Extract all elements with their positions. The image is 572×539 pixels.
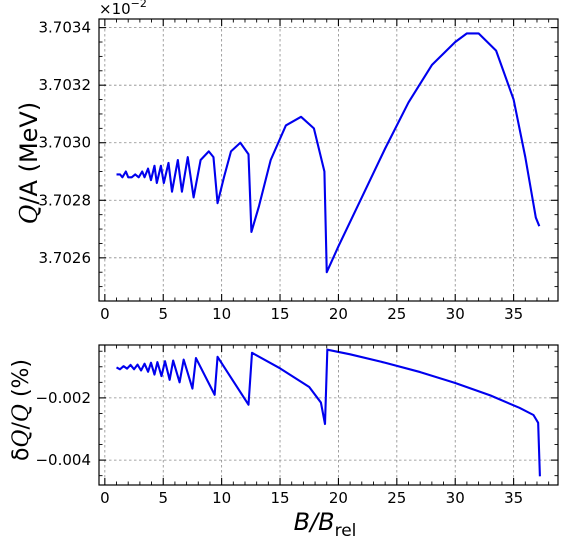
bot-series-line [116,348,541,477]
top-plot-frame [98,18,559,302]
bot-x-tick-label: 0 [100,489,110,507]
bot-x-tick-label: 20 [329,489,348,507]
bot-y-tick-label: −0.002 [35,389,91,407]
bottom-plot-frame [98,344,559,486]
top-y-label-symbol: Q [15,205,43,225]
top-series-group [116,32,541,274]
top-series-line [116,32,541,274]
top-y-tick-label: 3.7032 [39,76,92,94]
top-y-label-rest: /A (MeV) [15,102,43,205]
top-offset-text: ×10−2 [99,0,147,18]
top-x-tick-label: 35 [504,305,523,323]
bottom-gridlines [99,345,558,485]
top-gridlines [99,19,558,301]
top-y-axis-label: Q/A (MeV) [15,102,43,224]
x-label-main: B/B [294,508,335,536]
top-x-tick-label: 15 [270,305,289,323]
bottom-y-label-symbol: Q [9,430,34,448]
bottom-y-label-slash: / [9,422,34,430]
top-x-tick-label: 25 [387,305,406,323]
x-axis-label: B/Brel [294,508,357,539]
top-panel: 0 5 10 15 20 25 30 35 3.7026 3.7028 3.7030 3.7032 3.… [15,0,559,323]
top-tick-labels: 0 5 10 15 20 25 30 35 3.7026 3.7028 3.7030 3.7032 3.… [39,19,524,323]
bottom-panel: 0 5 10 15 20 25 30 35−0.002−0.004 δQ/Q (%) B/Br… [9,344,559,539]
bot-x-tick-label: 30 [446,489,465,507]
top-y-tick-label: 3.7034 [39,19,92,37]
offset-exponent: −2 [131,0,147,10]
bot-x-tick-label: 35 [504,489,523,507]
top-x-tick-label: 20 [329,305,348,323]
bot-x-tick-label: 10 [212,489,231,507]
top-ticks [99,19,558,302]
bottom-y-label-delta: δ [9,448,34,461]
bot-x-tick-label: 5 [158,489,168,507]
top-y-tick-label: 3.7030 [39,134,92,152]
top-x-tick-label: 5 [158,305,168,323]
offset-base: ×10 [99,0,131,18]
top-x-tick-label: 30 [446,305,465,323]
bottom-series-group [116,348,541,477]
bottom-y-label-rest: (%) [9,359,34,404]
bot-y-tick-label: −0.004 [35,451,91,469]
top-y-tick-label: 3.7026 [39,249,92,267]
bottom-tick-labels: 0 5 10 15 20 25 30 35 −0.002 −0.004 [35,389,523,507]
top-x-tick-label: 0 [100,305,110,323]
top-y-tick-label: 3.7028 [39,191,92,209]
top-x-tick-label: 10 [212,305,231,323]
bot-x-tick-label: 15 [270,489,289,507]
bottom-y-label-symbol-2: Q [9,404,34,422]
bottom-y-axis-label: δQ/Q (%) [9,359,34,461]
bottom-ticks [99,345,558,485]
bot-x-tick-label: 25 [387,489,406,507]
x-label-subscript: rel [335,521,357,539]
